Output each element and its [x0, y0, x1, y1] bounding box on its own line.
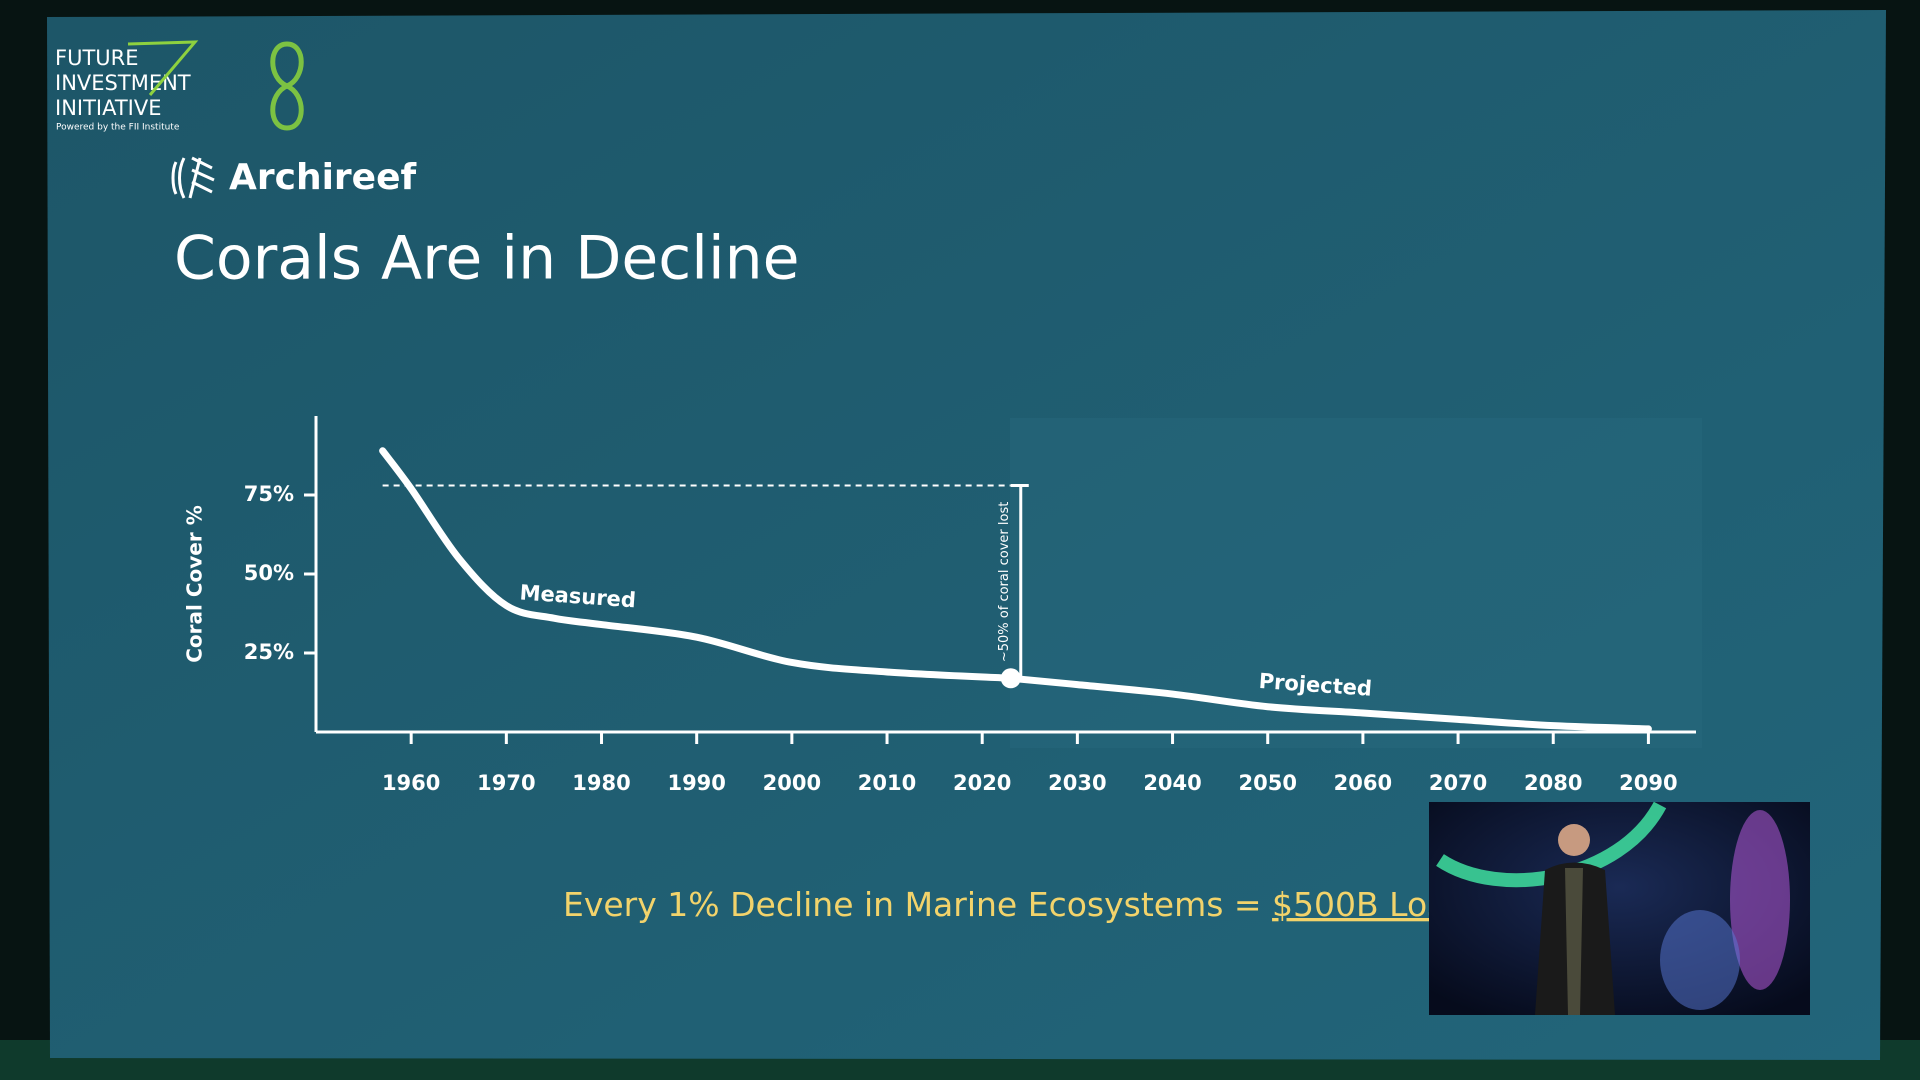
x-tick-label: 2090	[1619, 771, 1677, 795]
x-tick-label: 2060	[1334, 771, 1392, 795]
x-tick-label: 2000	[763, 771, 821, 795]
x-tick-label: 1970	[477, 771, 535, 795]
x-tick-label: 2040	[1143, 771, 1201, 795]
x-tick-label: 2080	[1524, 771, 1582, 795]
brand-icon	[171, 156, 215, 199]
x-tick-label: 2030	[1048, 771, 1106, 795]
statement-highlight: $500B Lost	[1272, 885, 1457, 924]
y-tick-label: 25%	[244, 640, 294, 664]
slide-title: Corals Are in Decline	[174, 224, 800, 294]
logo-tagline: Powered by the FII Institute	[56, 123, 180, 133]
speaker-video	[1429, 801, 1810, 1015]
slide	[47, 10, 1886, 1060]
series-line	[1007, 674, 1652, 733]
footer-statement: Every 1% Decline in Marine Ecosystems = …	[563, 885, 1457, 924]
projection-panel	[1010, 418, 1702, 748]
logo-line: INITIATIVE	[55, 96, 162, 120]
x-tick-label: 2050	[1238, 771, 1296, 795]
logo-line: FUTURE	[55, 46, 139, 70]
brand-name: Archireef	[229, 157, 417, 198]
x-tick-label: 1960	[382, 771, 440, 795]
x-tick-label: 2010	[858, 771, 916, 795]
y-axis-label: Coral Cover %	[183, 505, 207, 662]
series-line	[379, 447, 1015, 682]
annotation-text: ~50% of coral cover lost	[997, 502, 1012, 662]
logo-line: INVESTMENT	[55, 71, 191, 95]
current-point	[1000, 668, 1021, 689]
x-tick-label: 2020	[953, 771, 1011, 795]
logo-seven	[127, 40, 199, 96]
y-tick-label: 75%	[244, 482, 294, 506]
x-tick-label: 2070	[1429, 771, 1487, 795]
event-logo: FUTURE INVESTMENT INITIATIVE Powered by …	[55, 40, 304, 133]
y-tick-label: 50%	[244, 561, 294, 585]
x-tick-label: 1990	[667, 771, 725, 795]
x-tick-label: 1980	[572, 771, 630, 795]
statement-text: Every 1% Decline in Marine Ecosystems =	[563, 885, 1272, 924]
logo-infinity	[270, 41, 304, 131]
chart: Coral Cover % 25% 50% 75% 1960 1970 1980 1990 20…	[183, 416, 1696, 795]
